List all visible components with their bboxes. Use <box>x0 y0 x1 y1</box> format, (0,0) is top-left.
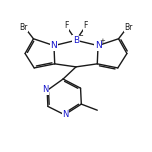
Text: +: + <box>99 38 105 44</box>
Text: Br: Br <box>124 23 133 32</box>
Text: Br: Br <box>19 23 28 32</box>
Text: F: F <box>84 21 88 30</box>
Text: N: N <box>42 85 48 95</box>
Text: N: N <box>51 41 57 50</box>
Text: −: − <box>77 33 83 39</box>
Text: B: B <box>73 36 79 45</box>
Text: N: N <box>62 110 69 119</box>
Text: F: F <box>64 21 68 30</box>
Text: N: N <box>95 41 101 50</box>
